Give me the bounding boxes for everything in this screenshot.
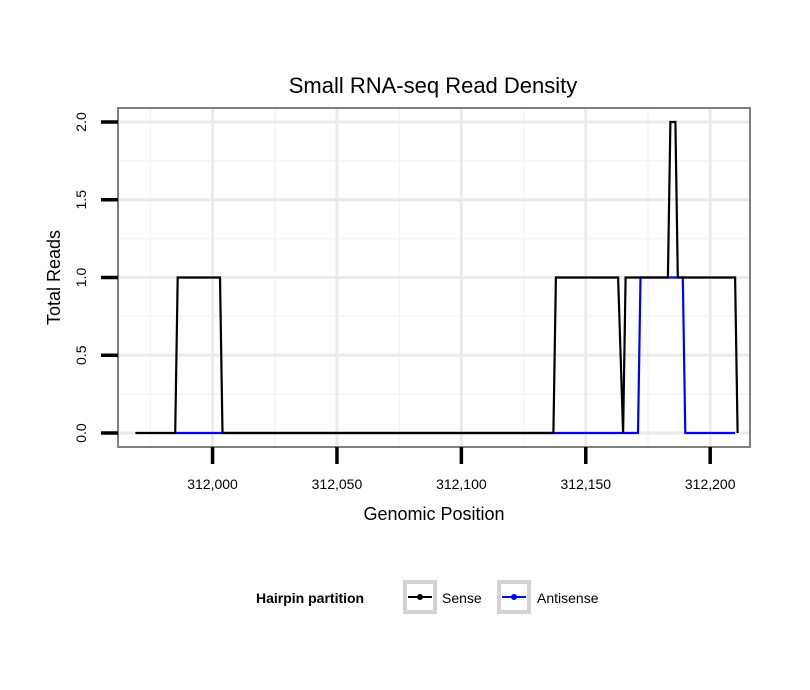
- x-tick-label: 312,200: [685, 476, 736, 492]
- x-tick-label: 312,100: [436, 476, 487, 492]
- series-layer: [135, 120, 739, 435]
- legend-label-antisense: Antisense: [537, 590, 599, 606]
- y-tick-label: 0.5: [73, 345, 89, 365]
- x-tick-label: 312,000: [187, 476, 238, 492]
- x-axis-title: Genomic Position: [363, 504, 504, 524]
- legend-title: Hairpin partition: [256, 590, 364, 606]
- y-tick-label: 2.0: [73, 112, 89, 132]
- legend-label-sense: Sense: [442, 590, 482, 606]
- x-tick-label: 312,150: [560, 476, 611, 492]
- y-axis-title: Total Reads: [44, 230, 64, 325]
- series-line-sense: [135, 120, 739, 435]
- y-tick-label: 1.0: [73, 268, 89, 288]
- chart-title: Small RNA-seq Read Density: [289, 73, 578, 98]
- y-tick-label: 0.0: [73, 423, 89, 443]
- x-axis: 312,000 312,050 312,100 312,150 312,200: [187, 447, 736, 492]
- legend-key-point: [417, 594, 423, 600]
- legend-key-point: [511, 594, 517, 600]
- y-axis: 0.0 0.5 1.0 1.5 2.0: [73, 112, 118, 443]
- y-tick-label: 1.5: [73, 190, 89, 210]
- legend: Hairpin partition Sense Antisense: [256, 580, 599, 614]
- x-tick-label: 312,050: [312, 476, 363, 492]
